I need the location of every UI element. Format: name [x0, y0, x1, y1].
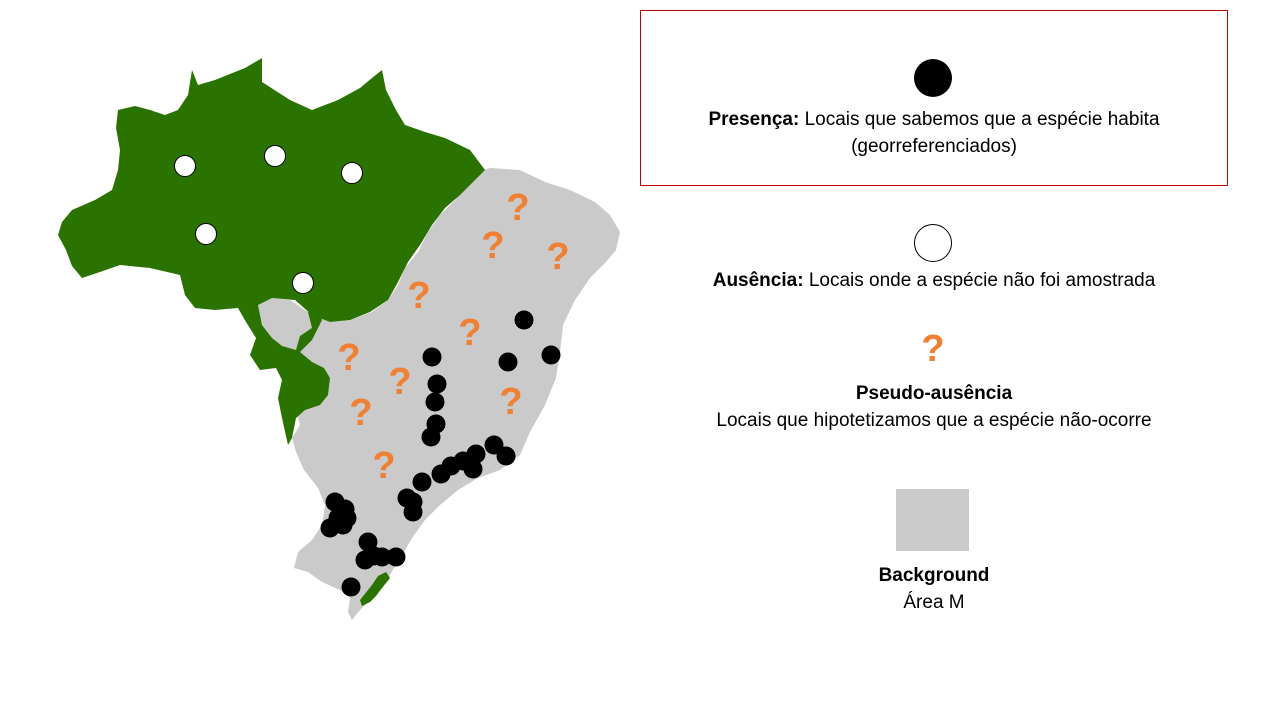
presence-description: Locais que sabemos que a espécie habita — [804, 109, 1160, 130]
presence-point — [427, 374, 447, 394]
black-dot-icon — [914, 59, 952, 97]
question-mark-icon: ? — [921, 328, 945, 370]
absence-point — [341, 162, 363, 184]
presence-points — [320, 310, 561, 597]
presence-point — [425, 392, 445, 412]
presence-point — [412, 472, 432, 492]
absence-description: Locais onde a espécie não foi amostrada — [808, 270, 1156, 291]
white-dot-icon — [914, 224, 952, 262]
background-description: Área M — [903, 592, 965, 613]
presence-legend-frame — [640, 10, 1228, 186]
presence-point — [386, 547, 406, 567]
pseudo-absence-point: ? — [407, 275, 430, 317]
pseudo-absence-point: ? — [349, 392, 372, 434]
presence-title: Presença: — [708, 109, 800, 130]
background-legend-text: Background Área M — [640, 562, 1228, 616]
presence-point — [498, 352, 518, 372]
forest-patch-south — [360, 572, 390, 606]
presence-point — [496, 446, 516, 466]
presence-point — [463, 459, 483, 479]
absence-legend-text: Ausência: Locais onde a espécie não foi … — [640, 267, 1228, 294]
presence-point — [403, 502, 423, 522]
pseudo-absence-point: ? — [499, 381, 522, 423]
pseudo-absence-point: ? — [458, 312, 481, 354]
pseudo-absence-point: ? — [546, 236, 569, 278]
absence-point — [264, 145, 286, 167]
pseudo-absence-points: ?????????? — [337, 187, 569, 487]
pseudo-absence-point: ? — [506, 187, 529, 229]
presence-description-2: (georreferenciados) — [851, 136, 1017, 157]
pseudo-absence-point: ? — [372, 445, 395, 487]
presence-point — [541, 345, 561, 365]
presence-point — [341, 577, 361, 597]
presence-point — [431, 464, 451, 484]
absence-point — [292, 272, 314, 294]
absence-point — [195, 223, 217, 245]
presence-point — [355, 550, 375, 570]
pseudo-absence-legend-text: Pseudo-ausência Locais que hipotetizamos… — [640, 380, 1228, 434]
presence-point — [372, 547, 392, 567]
pseudo-absence-point: ? — [337, 337, 360, 379]
pseudo-absence-point: ? — [388, 361, 411, 403]
absence-point — [174, 155, 196, 177]
presence-point — [320, 518, 340, 538]
presence-legend-text: Presença: Locais que sabemos que a espéc… — [640, 106, 1228, 160]
background-title: Background — [878, 565, 990, 586]
brazil-map: ?????????? — [58, 58, 620, 620]
presence-point — [484, 435, 504, 455]
presence-point — [514, 310, 534, 330]
gray-square-icon — [896, 489, 969, 551]
absence-title: Ausência: — [712, 270, 804, 291]
pseudo-absence-description: Locais que hipotetizamos que a espécie n… — [716, 410, 1152, 431]
pseudo-absence-point: ? — [481, 225, 504, 267]
forest-region — [58, 58, 485, 445]
presence-point — [422, 347, 442, 367]
presence-point — [421, 427, 441, 447]
absence-points — [174, 145, 363, 294]
pseudo-absence-title: Pseudo-ausência — [855, 383, 1013, 404]
